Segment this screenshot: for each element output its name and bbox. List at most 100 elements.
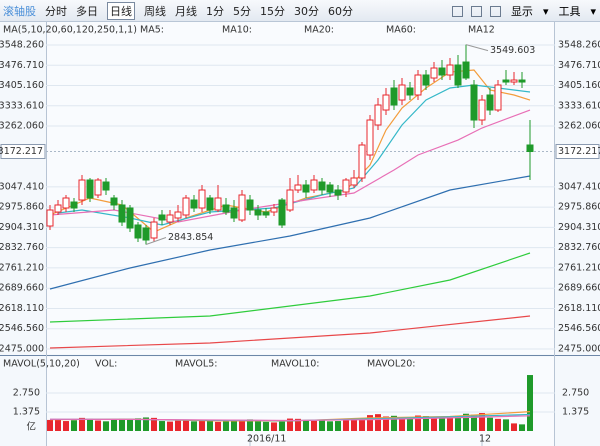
y-tick-label: 3405.160 [0,80,44,91]
candle-body [342,179,350,193]
legend-entry: MA10: [222,25,252,36]
volume-bar [415,415,421,431]
icon[interactable] [451,5,463,17]
volume-bar [463,413,469,431]
volume-bar [151,417,157,431]
toolbar: 滚轴股 分时 多日 日线 周线 月线 1分 5分 15分 30分 60分 [0,0,600,22]
legend-entry: MAVOL10: [271,359,319,370]
candle-body [126,207,134,229]
candle-body [294,184,302,191]
period-tab[interactable]: 5分 [233,4,251,18]
candle-body [102,181,110,191]
min-label: 2843.854 [168,232,213,243]
candle-body [350,177,358,186]
candle-body [158,214,166,221]
period-tab[interactable]: 周线 [144,4,166,18]
candle-body [374,104,382,126]
candle-body [142,227,150,241]
volume-bar [183,419,189,431]
volume-bar [383,416,389,431]
volume-bar [79,417,85,431]
volume-bar [103,421,109,431]
candle-body [470,84,478,121]
candle-body [222,204,230,213]
y-tick-label: 3333.610 [0,100,44,111]
volume-bar [479,413,485,431]
period-tab[interactable]: 15分 [260,4,285,18]
ma-line [49,252,531,323]
y-tick-label: 2832.760 [558,242,600,253]
period-tab[interactable]: 60分 [328,4,353,18]
y-tick-label: 2618.110 [0,303,44,314]
volume-bar [47,419,53,431]
icon[interactable] [489,5,501,17]
dropdown-arrow: ▾ [542,4,549,18]
volume-bar [287,418,293,431]
volume-bar [295,418,301,431]
annotation-pointer [145,237,167,245]
volume-bar [223,421,229,431]
candle-body [382,94,390,111]
y-tick-label: 2904.310 [558,222,600,233]
period-tab[interactable]: 日线 [107,1,135,20]
y-tick-label: 3405.160 [558,80,600,91]
y-tick-label: 2546.560 [0,323,44,334]
candle-body [518,79,526,83]
volume-bar [327,421,333,431]
legend-entry: MAVOL5: [175,359,217,370]
ma-line [49,175,531,290]
y-tick-label: 3476.710 [558,60,600,71]
candle-body [214,197,222,211]
volume-bar [63,421,69,431]
candle-body [54,204,62,213]
volume-bar [471,414,477,431]
candle-body [62,197,70,209]
volume-bar [87,418,93,431]
volume-bar [167,421,173,431]
volume-bar [335,421,341,431]
candle-body [486,94,494,111]
candle-body [166,214,174,223]
candle-body [366,119,374,156]
icon[interactable] [470,5,482,17]
candle-body [478,99,486,121]
volume-bar [431,417,437,431]
volume-bar [247,419,253,431]
period-tab[interactable]: 月线 [175,4,197,18]
candle-body [94,179,102,196]
period-tab[interactable]: 30分 [294,4,319,18]
y-tick-label: 3476.710 [0,60,44,71]
volume-area [46,357,555,446]
y-tick-label: 2.750 [13,388,40,399]
toolbar-right: 显示 ▾ 工具 ▾ [444,3,596,19]
current-price-label: 3172.217 [558,146,600,157]
y-tick-label: 2618.110 [558,303,600,314]
volume-bar [135,418,141,431]
y-tick-label: 2975.860 [558,202,600,213]
candle-body [494,84,502,111]
y-tick-label: 3333.610 [558,100,600,111]
period-tab[interactable]: 分时 [45,4,67,18]
candle-body [230,207,238,219]
candle-body [174,211,182,219]
brand[interactable]: 滚轴股 [3,4,36,18]
volume-bar [375,414,381,431]
volume-bar [111,419,117,431]
candle-body [398,84,406,101]
menu-display[interactable]: 显示 [510,5,533,18]
y-tick-label: 2475.000 [558,344,600,355]
volume-bar [215,421,221,431]
volume-bar [423,416,429,431]
indicator-title: MAVOL(5,10,20) [3,359,80,370]
current-price-box [555,144,600,160]
volume-bar [319,420,325,431]
volume-bar [231,421,237,431]
period-tab[interactable]: 1分 [206,4,224,18]
volume-bar [455,415,461,431]
period-tab[interactable]: 多日 [76,4,98,18]
candle-body [526,144,534,153]
menu-tools[interactable]: 工具 [558,5,581,18]
max-label: 3549.603 [490,45,535,56]
candle-body [190,199,198,209]
y-tick-label: 1.375 [13,407,40,418]
